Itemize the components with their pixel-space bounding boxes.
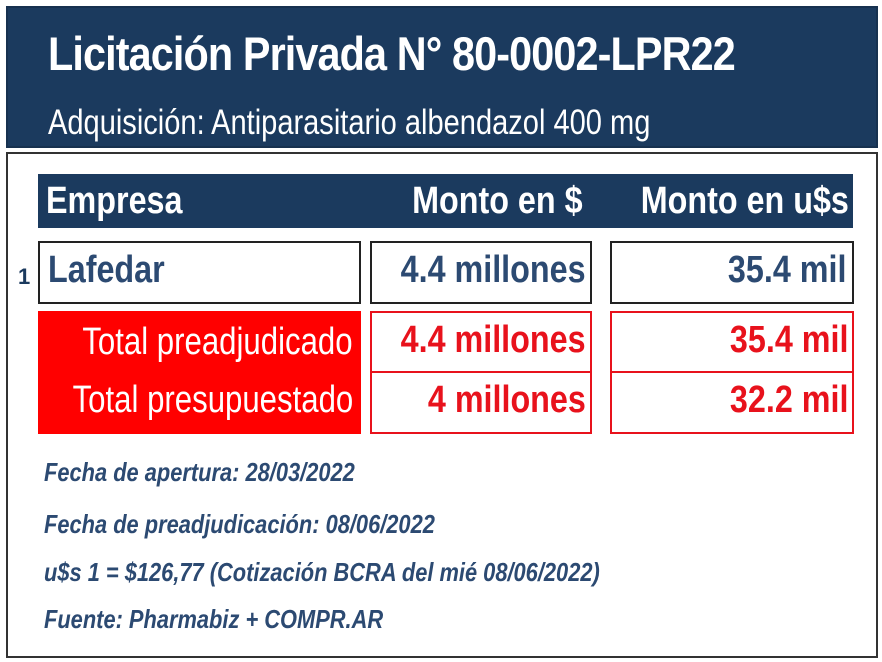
note-fecha-apertura: Fecha de apertura: 28/03/2022 [44,457,355,487]
note-fuente: Fuente: Pharmabiz + COMPR.AR [44,604,384,634]
total-preadjudicado-label: Total preadjudicado [82,321,353,363]
empresa-value: Lafedar [48,249,165,291]
total-presupuestado-pesos-cell: 4 millones [370,371,592,434]
totals-label-box: Total preadjudicado Total presupuestado [38,311,361,434]
monto-pesos-value: 4.4 millones [401,249,586,291]
page-title: Licitación Privada N° 80-0002-LPR22 [48,27,736,80]
note-cotizacion: u$s 1 = $126,77 (Cotización BCRA del mié… [44,557,600,587]
total-preadjudicado-usd-cell: 35.4 mil [610,311,854,373]
total-presupuestado-label: Total presupuestado [72,379,353,421]
table-cell-empresa: Lafedar [38,241,361,304]
total-presupuestado-usd-cell: 32.2 mil [610,371,854,434]
table-cell-monto-pesos: 4.4 millones [370,241,592,304]
total-presupuestado-usd: 32.2 mil [729,379,848,421]
total-preadjudicado-usd: 35.4 mil [729,319,848,361]
column-header-monto-usd: Monto en u$s [640,180,849,222]
table-header: Empresa Monto en $ Monto en u$s [38,174,853,228]
total-preadjudicado-pesos-cell: 4.4 millones [370,311,592,373]
header-banner: Licitación Privada N° 80-0002-LPR22 Adqu… [6,6,878,148]
content-panel: Empresa Monto en $ Monto en u$s 1 Lafeda… [6,152,878,658]
row-number: 1 [18,264,31,289]
page-subtitle: Adquisición: Antiparasitario albendazol … [48,103,651,142]
column-header-monto-pesos: Monto en $ [412,180,583,222]
column-header-empresa: Empresa [46,180,183,222]
table-cell-monto-usd: 35.4 mil [610,241,854,304]
total-presupuestado-pesos: 4 millones [428,379,586,421]
note-fecha-preadjudicacion: Fecha de preadjudicación: 08/06/2022 [44,509,435,539]
total-preadjudicado-pesos: 4.4 millones [401,319,586,361]
monto-usd-value: 35.4 mil [727,249,846,291]
